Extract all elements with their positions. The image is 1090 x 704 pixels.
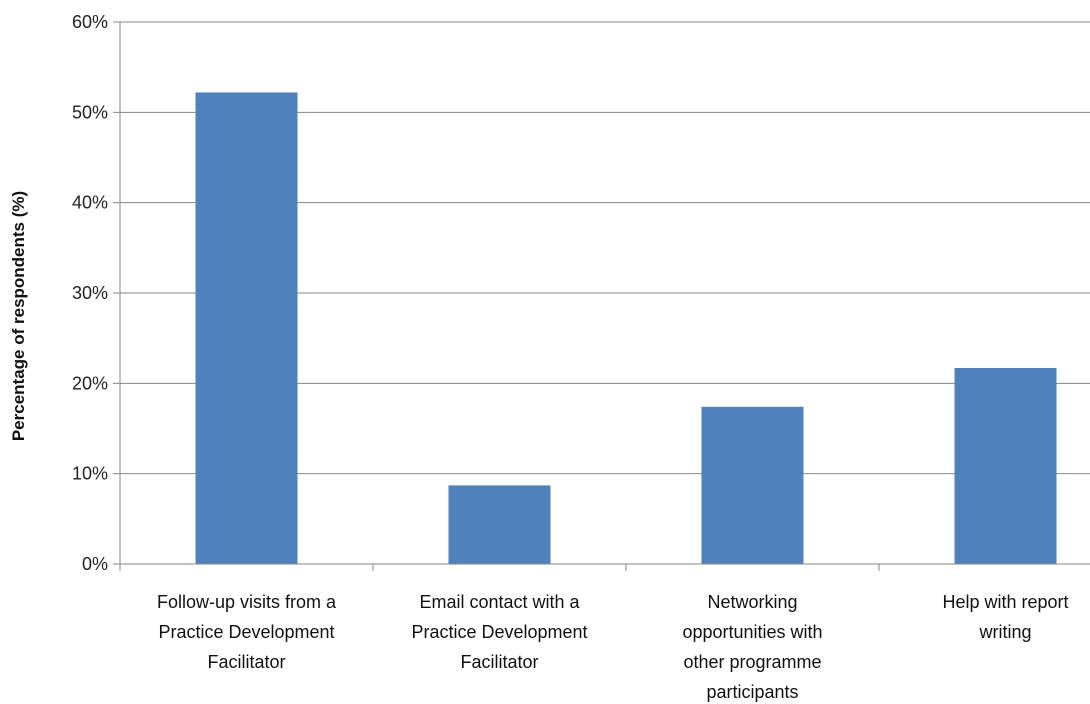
x-category-label-line: other programme	[683, 652, 821, 672]
labels: 0% 10% 20% 30% 40% 50% 60% Follow-up visits fro…	[72, 12, 1069, 702]
x-category-label-line: Facilitator	[207, 652, 285, 672]
x-category-label: Help with report writing	[942, 592, 1068, 642]
y-tick-label: 0%	[82, 554, 108, 574]
bar	[954, 367, 1057, 564]
y-tick-label: 60%	[72, 12, 108, 32]
bar	[448, 485, 551, 564]
y-axis-title: Percentage of respondents (%)	[9, 191, 28, 441]
bars	[195, 92, 1057, 565]
x-category-label: Email contact with a Practice Development…	[411, 592, 587, 672]
x-category-label-line: Follow-up visits from a	[157, 592, 337, 612]
bar	[195, 92, 298, 565]
x-category-label-line: participants	[706, 682, 798, 702]
x-category-label-line: Facilitator	[460, 652, 538, 672]
x-category-label: Networking opportunities with other progra…	[682, 592, 822, 702]
bar	[701, 406, 804, 564]
y-tick-label: 20%	[72, 373, 108, 393]
x-category-label: Follow-up visits from a Practice Developm…	[157, 592, 337, 672]
y-tick-label: 10%	[72, 464, 108, 484]
x-category-label-line: Practice Development	[158, 622, 334, 642]
x-category-label-line: opportunities with	[682, 622, 822, 642]
y-tick-label: 30%	[72, 283, 108, 303]
y-tick-label: 40%	[72, 193, 108, 213]
y-tick-label: 50%	[72, 102, 108, 122]
x-category-label-line: Practice Development	[411, 622, 587, 642]
axes	[113, 21, 1090, 571]
x-category-label-line: Networking	[707, 592, 797, 612]
x-category-label-line: writing	[978, 622, 1031, 642]
x-category-label-line: Help with report	[942, 592, 1068, 612]
x-category-label-line: Email contact with a	[419, 592, 580, 612]
